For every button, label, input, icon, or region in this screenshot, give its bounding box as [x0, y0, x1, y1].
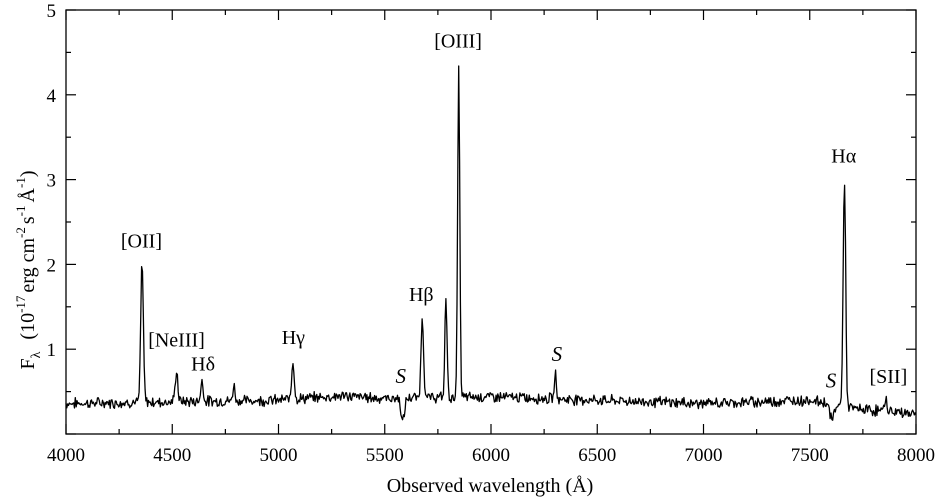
x-tick-label: 6000 [472, 445, 510, 466]
y-tick-label: 5 [47, 1, 57, 22]
x-tick-label: 4500 [153, 445, 191, 466]
x-tick-label: 5000 [260, 445, 298, 466]
y-axis-units-angstrom: Å [17, 187, 39, 202]
y-tick-label: 3 [47, 171, 57, 192]
y-axis-units-prefix: (10 [17, 313, 39, 340]
x-tick-label: 8000 [897, 445, 935, 466]
y-axis-units-exp4: -1 [13, 177, 28, 188]
x-tick-label: 4000 [47, 445, 85, 466]
x-tick-label: 7000 [685, 445, 723, 466]
line-annotation: [OIII] [434, 30, 482, 52]
line-annotation: Hδ [191, 353, 215, 375]
spectrum-line [65, 65, 917, 421]
x-tick-label: 6500 [578, 445, 616, 466]
y-tick-label: 1 [47, 340, 57, 361]
y-axis-symbol-sub: λ [29, 351, 44, 358]
y-axis-symbol: F [17, 358, 39, 369]
line-annotation: S [826, 368, 837, 392]
line-annotation: [NeIII] [148, 330, 205, 352]
y-axis-title: Fλ(10-17erg cm-2s-1Å-1) [13, 171, 44, 370]
x-axis-title: Observed wavelength (Å) [387, 475, 594, 497]
x-tick-label: 5500 [366, 445, 404, 466]
y-tick-label: 2 [47, 255, 57, 276]
x-tick-labels: 4000 4500 5000 5500 6000 6500 7000 7500 8000 [47, 445, 935, 466]
line-annotation: Hγ [282, 327, 305, 349]
y-axis-units-s: s [17, 216, 39, 224]
y-axis-units-close: ) [17, 171, 39, 178]
line-annotation: Hβ [409, 284, 434, 306]
y-axis-units-exp: -17 [13, 295, 28, 313]
y-tick-label: 4 [47, 86, 57, 107]
line-annotation: [SII] [869, 366, 907, 388]
axis-ticks [65, 9, 917, 435]
line-annotation: S [552, 342, 563, 366]
y-axis-units-exp2: -2 [13, 227, 28, 238]
line-annotation: S [395, 364, 406, 388]
y-axis-units-exp3: -1 [13, 205, 28, 216]
x-tick-label: 7500 [791, 445, 829, 466]
line-annotation: Hα [831, 146, 856, 168]
y-tick-labels: 1 2 3 4 5 [47, 1, 57, 361]
line-annotation: [OII] [121, 230, 162, 252]
line-annotations: [OII] [NeIII]Hδ Hγ S Hβ [OIII] S S Hα [SII] [121, 30, 907, 392]
y-axis-units-erg: erg cm [17, 238, 39, 293]
